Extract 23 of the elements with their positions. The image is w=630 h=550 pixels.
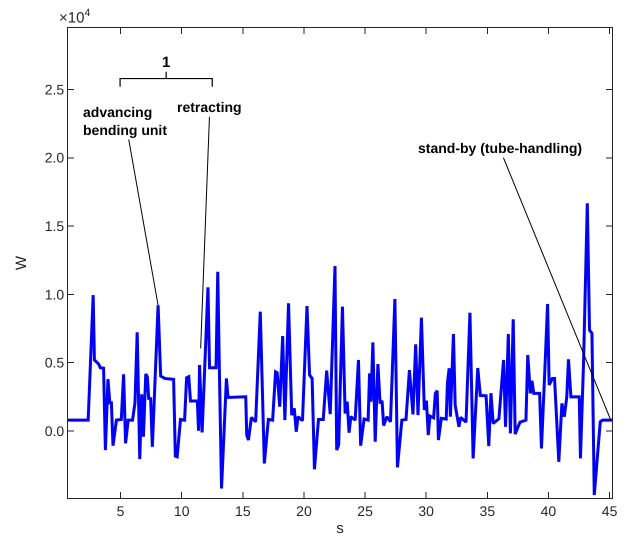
y-axis-title: W: [12, 255, 30, 270]
annotation: advancing bending unit: [83, 104, 168, 138]
text: ×10$^{4}$: [59, 7, 90, 26]
x-tick-label: 15: [235, 502, 251, 519]
annotation: 1: [162, 54, 170, 71]
annotation: stand-by (tube-handling): [418, 140, 582, 156]
x-tick-label: 40: [540, 502, 556, 519]
x-tick-label: 20: [296, 502, 312, 519]
y-tick-label: 1.5: [44, 218, 64, 234]
y-tick-label: 0.5: [44, 354, 64, 371]
line-series: [68, 202, 612, 496]
y-tick-label: 2.5: [44, 81, 64, 98]
x-tick-label: 5: [116, 502, 125, 519]
x-axis-title: s: [336, 520, 344, 537]
x-tick-label: 10: [174, 502, 190, 519]
y-tick-label: 2.0: [44, 150, 64, 166]
x-tick-label: 35: [480, 502, 496, 519]
x-tick-label: 45: [602, 502, 618, 519]
y-tick-label: 1.0: [44, 286, 64, 302]
x-tick-label: 25: [357, 502, 374, 519]
x-tick-label: 30: [418, 502, 434, 519]
y-tick-label: 0.0: [44, 422, 64, 439]
annotation: retracting: [177, 99, 242, 115]
